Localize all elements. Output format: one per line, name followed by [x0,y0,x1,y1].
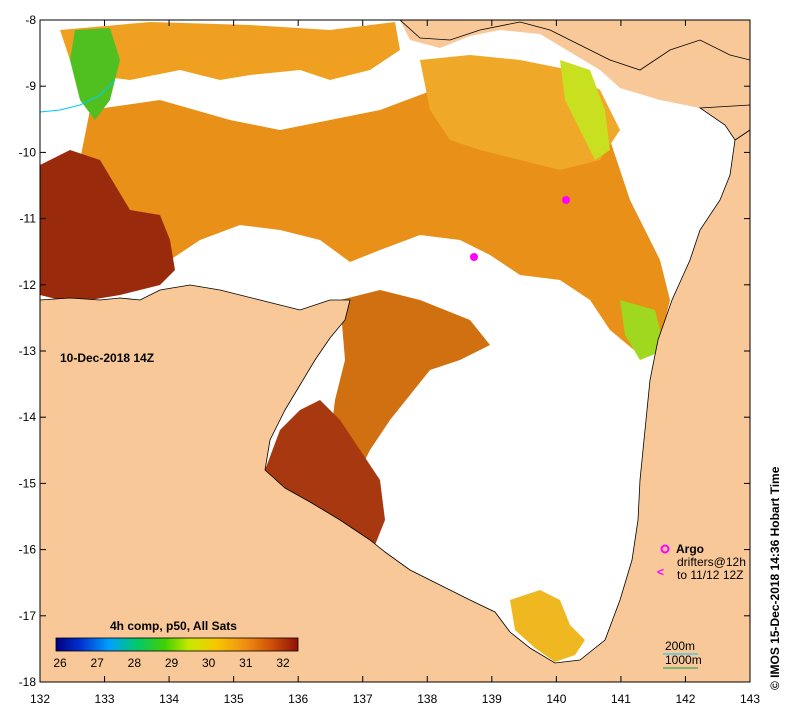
imos-credit: © IMOS 15-Dec-2018 14:36 Hobart Time [768,466,782,690]
y-tick-label: -11 [20,212,37,226]
x-tick-label: 139 [482,692,502,706]
y-tick-label: -13 [19,344,37,358]
y-tick-label: -9 [25,79,36,93]
date-label: 10-Dec-2018 14Z [60,351,154,365]
y-tick-label: -14 [19,410,37,424]
colorbar-label: 32 [276,656,290,670]
sst-patch-green-e [620,300,665,360]
contour-200m [40,79,116,113]
x-tick-label: 141 [611,692,631,706]
y-tick-label: -17 [19,609,37,623]
argo-legend-label: Argo [676,542,704,556]
drifters-legend-line1: drifters@12h [677,555,746,569]
argo-marker [562,196,570,204]
sst-patch-green-ne [560,60,610,160]
y-tick-label: -18 [19,675,37,689]
sst-patch-north [60,22,400,80]
y-tick-label: -12 [19,278,37,292]
y-tick-label: -16 [19,543,37,557]
x-tick-label: 133 [95,692,115,706]
argo-legend-icon [660,544,670,554]
colorbar-labels: 26 27 28 29 30 31 32 [53,656,290,670]
land-north-png [399,20,750,71]
argo-legend: Argo drifters@12h < to 11/12 12Z [657,542,746,582]
x-tick-label: 136 [288,692,308,706]
x-tick-label: 143 [740,692,760,706]
x-tick-label: 134 [159,692,179,706]
x-tick-label: 135 [224,692,244,706]
colorbar-label: 30 [202,656,216,670]
land-east-peninsula [698,104,750,141]
x-tick-label: 138 [417,692,437,706]
depth-legend-1000m: 1000m [665,653,702,667]
colorbar-gradient [55,637,299,652]
colorbar-label: 28 [128,656,142,670]
argo-marker [470,253,478,261]
drifters-legend-line2: to 11/12 12Z [677,568,744,582]
y-tick-label: -8 [25,13,36,27]
colorbar: 4h comp, p50, All Sats 26 27 28 29 30 31 32 [53,619,299,670]
y-axis: -8 -9 -10 -11 -12 -13 -14 -15 -16 -17 -18 [19,13,750,689]
x-tick-label: 140 [546,692,566,706]
sst-patch-south [510,590,585,662]
colorbar-label: 26 [53,656,67,670]
drifters-legend-icon: < [657,565,664,579]
colorbar-label: 27 [90,656,104,670]
sst-patch-green-nw [70,28,120,120]
y-tick-label: -15 [19,476,37,490]
x-tick-label: 137 [353,692,373,706]
y-tick-label: -10 [19,145,37,159]
sst-patch-groote [265,400,385,545]
x-axis: 132 133 134 135 136 137 138 139 140 141 142 143 [30,20,760,706]
sst-patch-west-warm [40,150,175,300]
sst-patch-cape [330,290,490,470]
x-tick-label: 142 [675,692,695,706]
colorbar-label: 31 [239,656,253,670]
colorbar-label: 29 [165,656,179,670]
colorbar-title: 4h comp, p50, All Sats [110,619,237,633]
depth-legend-200m: 200m [665,639,695,653]
x-tick-label: 132 [30,692,50,706]
depth-legend: 200m 1000m [663,639,702,669]
land-south [40,129,750,682]
